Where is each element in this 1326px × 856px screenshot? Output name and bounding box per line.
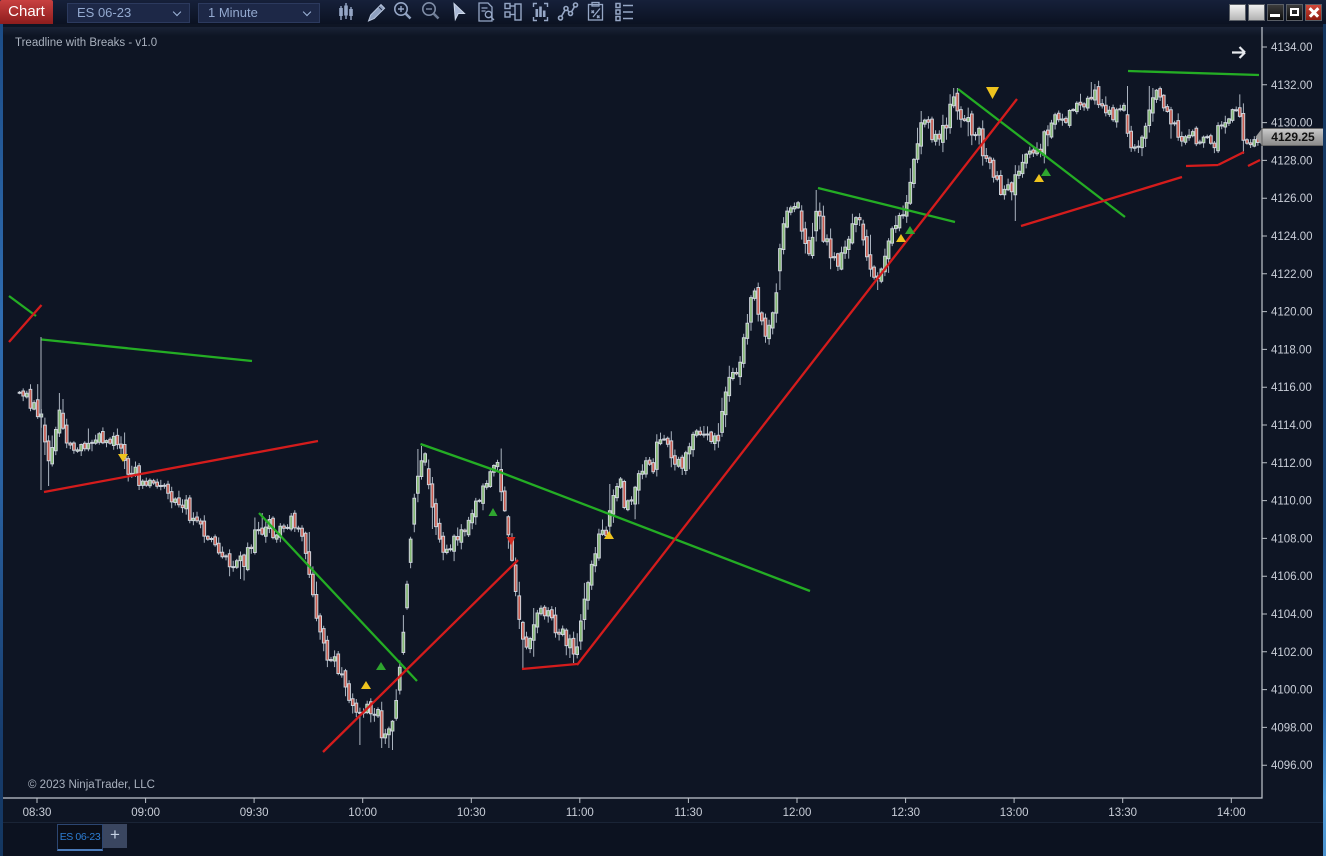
svg-text:© 2023 NinjaTrader, LLC: © 2023 NinjaTrader, LLC xyxy=(28,779,155,791)
svg-text:4102.00: 4102.00 xyxy=(1271,647,1313,659)
svg-text:Treadline with Breaks - v1.0: Treadline with Breaks - v1.0 xyxy=(15,37,157,49)
svg-text:4132.00: 4132.00 xyxy=(1271,80,1313,92)
svg-text:4126.00: 4126.00 xyxy=(1271,193,1313,205)
svg-text:4098.00: 4098.00 xyxy=(1271,722,1313,734)
svg-text:4122.00: 4122.00 xyxy=(1271,269,1313,281)
svg-text:4106.00: 4106.00 xyxy=(1271,571,1313,583)
svg-text:4110.00: 4110.00 xyxy=(1271,496,1312,508)
svg-text:09:30: 09:30 xyxy=(240,807,269,819)
svg-text:4129.25: 4129.25 xyxy=(1271,130,1315,144)
svg-text:12:30: 12:30 xyxy=(891,807,920,819)
svg-text:4128.00: 4128.00 xyxy=(1271,155,1313,167)
svg-text:4118.00: 4118.00 xyxy=(1271,344,1312,356)
svg-text:14:00: 14:00 xyxy=(1217,807,1246,819)
svg-text:4096.00: 4096.00 xyxy=(1271,760,1313,772)
svg-text:4134.00: 4134.00 xyxy=(1271,42,1313,54)
svg-text:11:30: 11:30 xyxy=(674,807,702,819)
svg-text:12:00: 12:00 xyxy=(783,807,812,819)
svg-text:09:00: 09:00 xyxy=(131,807,160,819)
svg-text:4124.00: 4124.00 xyxy=(1271,231,1313,243)
svg-text:4104.00: 4104.00 xyxy=(1271,609,1313,621)
svg-text:13:30: 13:30 xyxy=(1108,807,1137,819)
svg-text:13:00: 13:00 xyxy=(1000,807,1029,819)
svg-text:08:30: 08:30 xyxy=(23,807,52,819)
svg-text:11:00: 11:00 xyxy=(566,807,594,819)
svg-text:4116.00: 4116.00 xyxy=(1271,382,1312,394)
svg-text:4130.00: 4130.00 xyxy=(1271,118,1313,130)
svg-text:4112.00: 4112.00 xyxy=(1271,458,1312,470)
svg-text:4100.00: 4100.00 xyxy=(1271,685,1313,697)
svg-text:4114.00: 4114.00 xyxy=(1271,420,1312,432)
svg-text:4120.00: 4120.00 xyxy=(1271,307,1313,319)
svg-text:4108.00: 4108.00 xyxy=(1271,533,1313,545)
svg-text:10:30: 10:30 xyxy=(457,807,486,819)
svg-text:10:00: 10:00 xyxy=(348,807,377,819)
